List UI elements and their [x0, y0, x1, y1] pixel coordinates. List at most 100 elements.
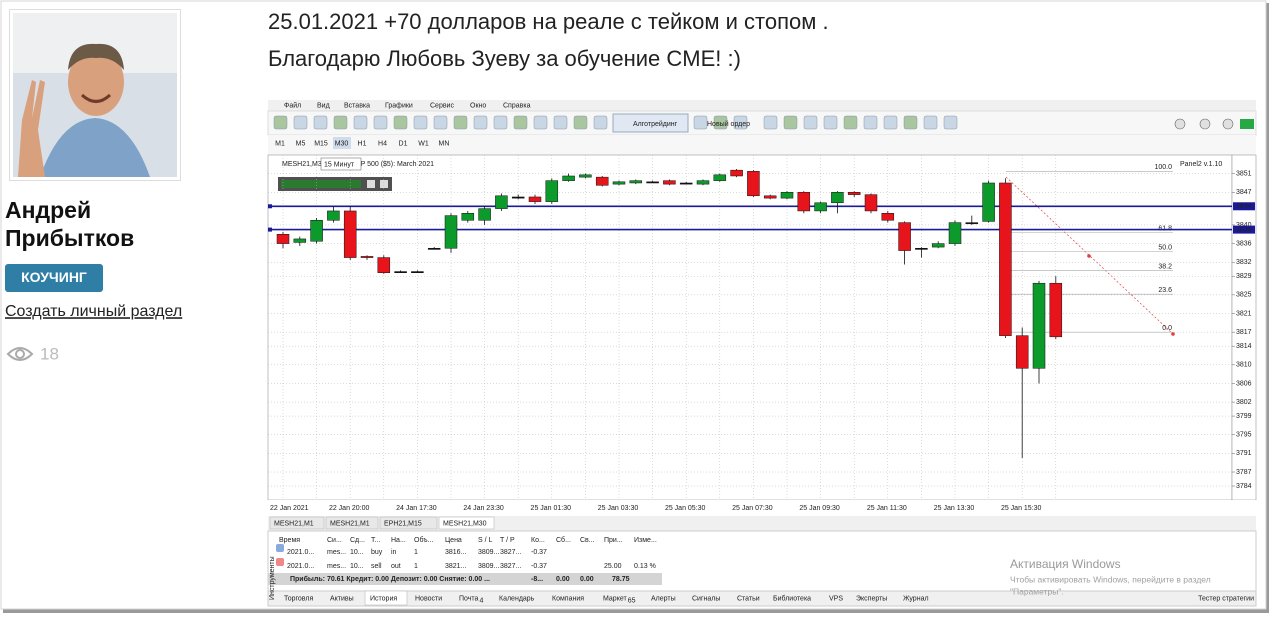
price-label: 3795 [1236, 432, 1252, 439]
toolbar-icon[interactable] [1199, 118, 1211, 130]
badge-label[interactable]: КОУЧИНГ [21, 269, 87, 285]
toolbar-button[interactable] [612, 113, 689, 133]
bottom-tab[interactable]: История [370, 595, 397, 602]
toolbar-icon[interactable] [573, 115, 588, 130]
bottom-tab-active[interactable] [364, 590, 408, 606]
bottom-tab[interactable]: Сигналы [692, 595, 720, 602]
chart-tab[interactable] [438, 516, 495, 530]
menu-item[interactable]: Справка [503, 102, 531, 109]
timeframe[interactable]: H4 [378, 140, 387, 147]
chart-tab-label[interactable]: MESH21,M1 [330, 520, 370, 527]
toolbar-icon[interactable] [513, 115, 528, 130]
toolbar-icon[interactable] [293, 115, 308, 130]
menu-item[interactable]: Файл [284, 101, 301, 109]
toolbar-icon[interactable] [1174, 118, 1186, 130]
toolbar-icon[interactable] [393, 115, 408, 130]
create-section-link[interactable]: Создать личный раздел [5, 303, 182, 320]
toolbar-icon[interactable] [313, 115, 328, 130]
price-label: 3814 [1236, 343, 1252, 350]
chart-tab-label[interactable]: MESH21,M1 [274, 520, 314, 527]
menu-item[interactable]: Графики [385, 102, 413, 109]
bottom-tab[interactable]: VPS [829, 595, 843, 602]
timeframe[interactable]: D1 [399, 140, 408, 147]
toolbar-icon[interactable] [783, 115, 798, 130]
toolbar-icon[interactable] [823, 115, 838, 130]
toolbar-icon[interactable] [533, 115, 548, 130]
toolbar-icon[interactable] [903, 115, 918, 130]
menu-item[interactable]: Вставка [344, 102, 370, 109]
timeframe[interactable]: H1 [358, 140, 367, 147]
toolbar-icon[interactable] [473, 115, 488, 130]
menu-item[interactable]: Окно [470, 102, 486, 109]
toolbar-label[interactable]: Новый ордер [707, 120, 750, 128]
timeframe[interactable]: W1 [418, 140, 429, 147]
toolbar-icon[interactable] [693, 115, 708, 130]
candle-body [411, 271, 424, 274]
table-header: Объ... [414, 536, 433, 544]
toolbar-icon[interactable] [923, 115, 938, 130]
bottom-tab[interactable]: Маркет [603, 595, 627, 602]
timeframe[interactable]: M1 [275, 140, 285, 147]
table-cell: 3827... [500, 549, 521, 556]
timeframe[interactable]: M30 [335, 140, 349, 147]
toolbar-icon[interactable] [803, 115, 818, 130]
timeframe[interactable]: MN [439, 140, 450, 147]
price-label: 3787 [1236, 469, 1252, 476]
level-handle[interactable] [268, 204, 272, 209]
bottom-tab[interactable]: Компания [552, 595, 584, 602]
fibo-label: 100.0 [1154, 164, 1172, 171]
bottom-tab[interactable]: Календарь [499, 595, 535, 602]
chart-tab-label[interactable]: EPH21,M15 [384, 520, 422, 527]
bottom-tab[interactable]: Журнал [903, 595, 929, 602]
timeframe[interactable]: M5 [296, 140, 306, 147]
row-icon [276, 558, 284, 566]
candle-body [965, 222, 979, 225]
candle-body [444, 215, 458, 249]
bottom-tab[interactable]: Библиотека [773, 594, 811, 602]
bottom-tab[interactable]: Почта [459, 595, 479, 602]
menu-item[interactable]: Сервис [430, 102, 454, 109]
toolbar-icon[interactable] [553, 115, 568, 130]
toolbar-icon[interactable] [1240, 119, 1254, 129]
toolbar-icon[interactable] [943, 115, 958, 130]
toolbar-icon[interactable] [843, 115, 858, 130]
toolbar-icon[interactable] [353, 115, 368, 130]
toolbar-icon[interactable] [493, 115, 508, 130]
chart-tab[interactable] [269, 516, 325, 530]
bottom-tab[interactable]: Алерты [651, 595, 676, 602]
timeframe[interactable]: M15 [314, 140, 328, 147]
toolbar-icon[interactable] [413, 115, 428, 130]
tester-tab[interactable]: Тестер стратегии [1198, 595, 1254, 602]
toolbar-icon[interactable] [733, 115, 748, 130]
toolbar-icon[interactable] [373, 115, 388, 130]
toolbar-icon[interactable] [593, 115, 608, 130]
candle-body [797, 192, 811, 212]
bottom-tab[interactable]: Статьи [737, 595, 760, 602]
table-header: Сб... [556, 536, 571, 544]
toolbar-icon[interactable] [333, 115, 348, 130]
bottom-tab[interactable]: Активы [330, 595, 354, 602]
table-header: S / L [478, 537, 493, 544]
toolbar-icon[interactable] [273, 115, 288, 130]
tooltip: 15 Минут [324, 161, 355, 168]
level-handle[interactable] [268, 227, 272, 232]
table-cell: -0.37 [531, 549, 547, 556]
toolbar-icon[interactable] [713, 115, 728, 130]
toolbar-icon[interactable] [1222, 118, 1234, 130]
badge[interactable] [5, 264, 103, 292]
toolbar-icon[interactable] [763, 115, 778, 130]
bottom-tab[interactable]: Новости [415, 595, 442, 602]
panel-button[interactable] [380, 180, 388, 188]
toolbar-icon[interactable] [433, 115, 448, 130]
toolbar-icon[interactable] [863, 115, 878, 130]
toolbar-icon[interactable] [453, 115, 468, 130]
toolbar-label[interactable]: Алготрейдинг [633, 120, 678, 128]
menu-item[interactable]: Вид [317, 102, 330, 109]
bottom-tab[interactable]: Эксперты [856, 595, 887, 602]
chart-tab[interactable] [325, 516, 379, 530]
panel-button[interactable] [367, 180, 375, 188]
toolbar-icon[interactable] [883, 115, 898, 130]
chart-tab-label[interactable]: MESH21,M30 [443, 520, 487, 527]
chart-tab[interactable] [379, 516, 438, 530]
bottom-tab[interactable]: Торговля [284, 595, 313, 602]
